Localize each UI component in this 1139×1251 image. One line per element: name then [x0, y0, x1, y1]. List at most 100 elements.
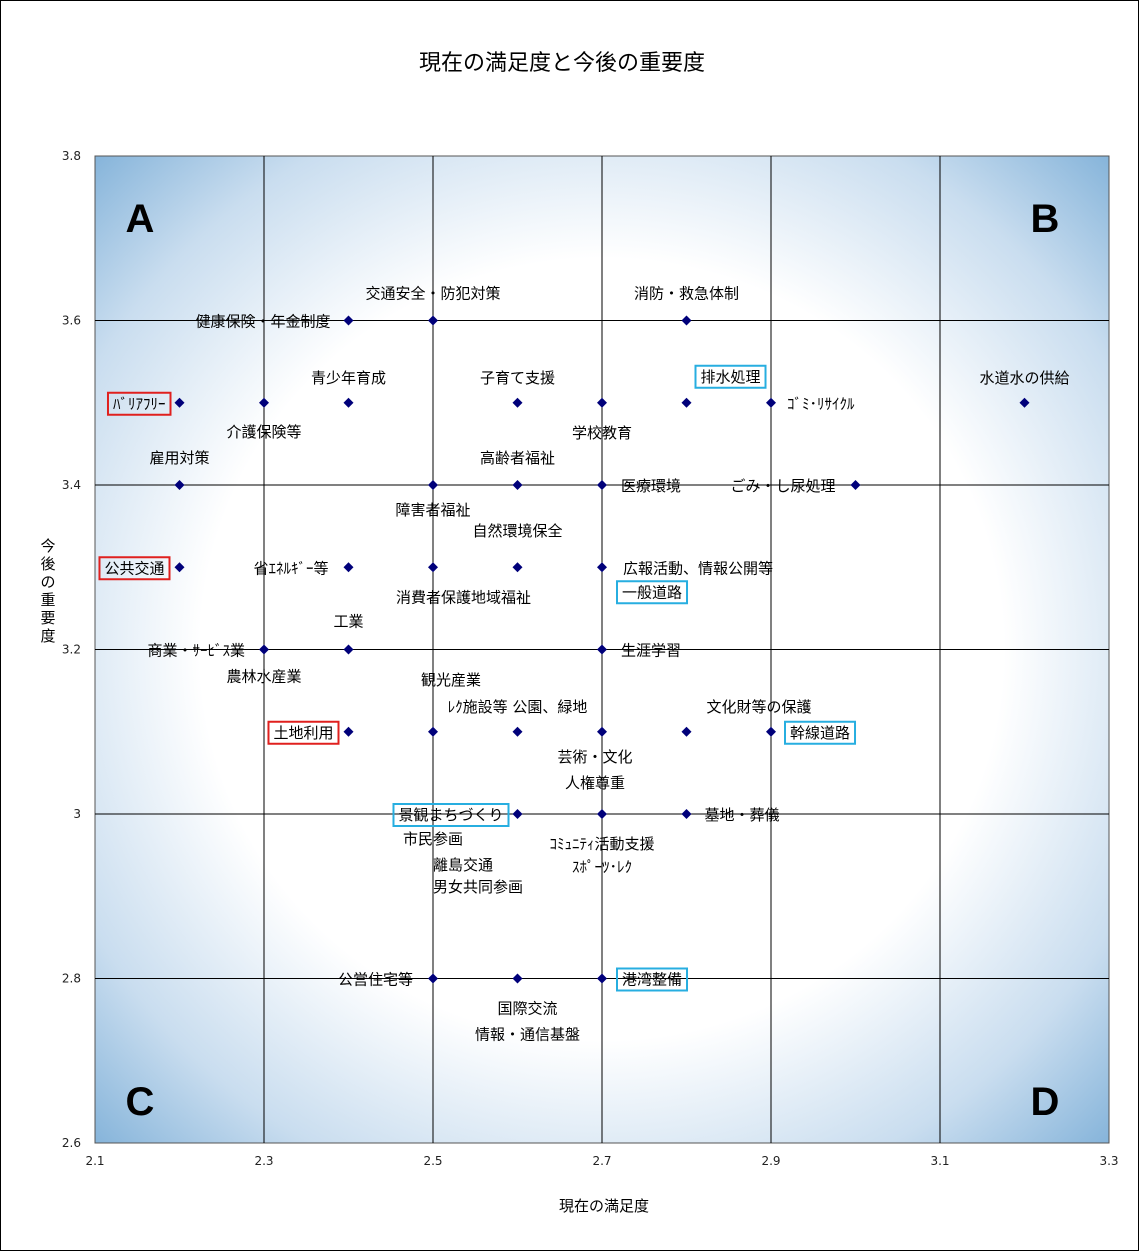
point-label: ごみ・し尿処理	[730, 477, 835, 495]
data-point-marker	[428, 480, 438, 490]
data-point-marker	[343, 397, 354, 408]
data-point-marker	[343, 726, 354, 737]
point-label: 障害者福祉	[395, 501, 470, 519]
data-point-marker	[681, 397, 692, 408]
data-point-marker	[428, 562, 438, 573]
quadrant-labels: A B C D	[126, 197, 1060, 1124]
point-label: 健康保険・年金制度	[195, 313, 330, 331]
data-point-marker	[850, 480, 861, 490]
data-point-marker	[512, 726, 523, 737]
quadrant-d-label: D	[1031, 1080, 1060, 1124]
blue-highlight-box	[392, 803, 510, 827]
point-label: ｺﾞﾐ･ﾘｻｲｸﾙ	[787, 395, 855, 413]
data-point-marker	[597, 480, 607, 490]
data-point-marker	[597, 726, 607, 737]
point-label: 公営住宅等	[338, 971, 413, 989]
x-tick-label: 2.9	[761, 1154, 780, 1168]
point-label: 自然環境保全	[472, 522, 562, 540]
y-tick-label: 3.8	[62, 149, 81, 163]
point-label: 市民参画	[403, 830, 463, 848]
data-point-marker	[766, 726, 776, 737]
point-label: 芸術・文化	[557, 748, 632, 766]
point-label: 交通安全・防犯対策	[365, 285, 500, 303]
data-point-marker	[512, 973, 523, 984]
data-point-marker	[428, 726, 438, 737]
x-tick-label: 2.1	[85, 1154, 104, 1168]
x-tick-label: 2.5	[423, 1154, 442, 1168]
point-label: 広報活動、情報公開等	[623, 559, 773, 577]
x-axis-ticks: 2.1 2.3 2.5 2.7 2.9 3.1 3.3	[85, 1154, 1118, 1168]
y-axis-label: 今後の重要度	[40, 537, 55, 645]
point-label: 水道水の供給	[979, 369, 1069, 387]
data-point-marker	[681, 315, 692, 326]
point-label: 情報・通信基盤	[475, 1026, 580, 1044]
data-point-marker	[1019, 397, 1030, 408]
blue-highlight-box	[616, 967, 689, 992]
y-axis-ticks: 3.8 3.6 3.4 3.2 3 2.8 2.6	[62, 149, 81, 1150]
y-tick-label: 2.8	[62, 972, 81, 986]
point-label: 景観まちづくり	[398, 806, 503, 824]
data-points	[174, 315, 1030, 984]
point-label: 学校教育	[572, 424, 632, 442]
quadrant-c-label: C	[126, 1080, 155, 1124]
point-label: 人権尊重	[565, 774, 625, 792]
red-highlight-box	[106, 391, 172, 416]
point-label: 商業・ｻｰﾋﾞｽ業	[147, 642, 245, 660]
data-point-marker	[512, 397, 523, 408]
x-tick-label: 2.3	[254, 1154, 273, 1168]
point-label: 消費者保護地域福祉	[396, 588, 531, 606]
y-tick-label: 2.6	[62, 1136, 81, 1150]
point-label: 高齢者福祉	[480, 449, 555, 467]
data-point-marker	[597, 562, 607, 573]
point-label: 生涯学習	[621, 642, 681, 660]
y-tick-label: 3.4	[62, 478, 81, 492]
chart-title: 現在の満足度と今後の重要度	[419, 51, 705, 76]
blue-highlight-box	[694, 364, 767, 389]
point-label: 介護保険等	[226, 423, 301, 441]
data-point-marker	[512, 562, 523, 573]
point-label: 国際交流	[497, 1000, 557, 1018]
blue-highlight-box	[616, 580, 689, 605]
data-point-marker	[512, 480, 523, 490]
point-label: 公共交通	[104, 559, 164, 577]
x-axis-label: 現在の満足度	[559, 1197, 649, 1215]
point-label: 医療環境	[621, 477, 681, 495]
point-label: 幹線道路	[790, 724, 850, 742]
data-point-marker	[512, 809, 523, 819]
x-tick-label: 2.7	[592, 1154, 611, 1168]
data-point-marker	[681, 726, 692, 737]
data-point-marker	[597, 644, 607, 655]
x-tick-label: 3.1	[930, 1154, 949, 1168]
data-point-marker	[174, 562, 185, 573]
point-label: 省ｴﾈﾙｷﾞｰ等	[253, 559, 328, 577]
y-tick-label: 3.2	[62, 643, 81, 657]
point-label: ｽﾎﾟｰﾂ･ﾚｸ	[572, 858, 632, 876]
data-point-marker	[343, 644, 354, 655]
point-label: 農林水産業	[226, 668, 301, 686]
point-label: 消防・救急体制	[634, 285, 739, 303]
point-label: 墓地・葬儀	[705, 806, 780, 824]
point-label: 雇用対策	[149, 449, 209, 467]
blue-highlight-box	[784, 720, 857, 745]
red-highlight-box	[98, 556, 171, 581]
data-point-marker	[597, 809, 607, 819]
point-label: 一般道路	[622, 583, 682, 601]
y-tick-label: 3.6	[62, 314, 81, 328]
point-label: 男女共同参画	[433, 878, 523, 896]
data-point-marker	[597, 397, 607, 408]
point-label: 青少年育成	[311, 369, 386, 387]
data-point-marker	[428, 315, 438, 326]
quadrant-a-label: A	[126, 197, 155, 241]
point-label: ﾚｸ施設等 公園、緑地	[448, 698, 588, 716]
point-label: 子育て支援	[480, 369, 555, 387]
data-point-marker	[343, 315, 354, 326]
data-point-marker	[259, 397, 269, 408]
data-point-marker	[428, 973, 438, 984]
point-label: 土地利用	[273, 724, 333, 742]
point-label: ｺﾐｭﾆﾃｨ活動支援	[549, 835, 654, 853]
point-label: 排水処理	[701, 368, 761, 386]
red-highlight-box	[267, 720, 340, 745]
point-label: ﾊﾞﾘｱﾌﾘｰ	[113, 395, 166, 413]
